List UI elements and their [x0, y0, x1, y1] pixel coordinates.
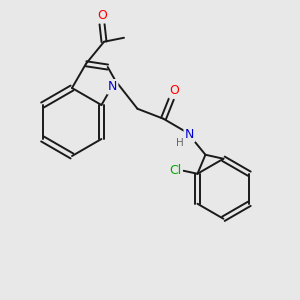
Text: N: N: [185, 128, 194, 141]
Text: N: N: [108, 80, 117, 93]
Text: Cl: Cl: [169, 164, 182, 177]
Text: O: O: [169, 84, 179, 97]
Text: O: O: [97, 9, 107, 22]
Text: H: H: [176, 138, 183, 148]
